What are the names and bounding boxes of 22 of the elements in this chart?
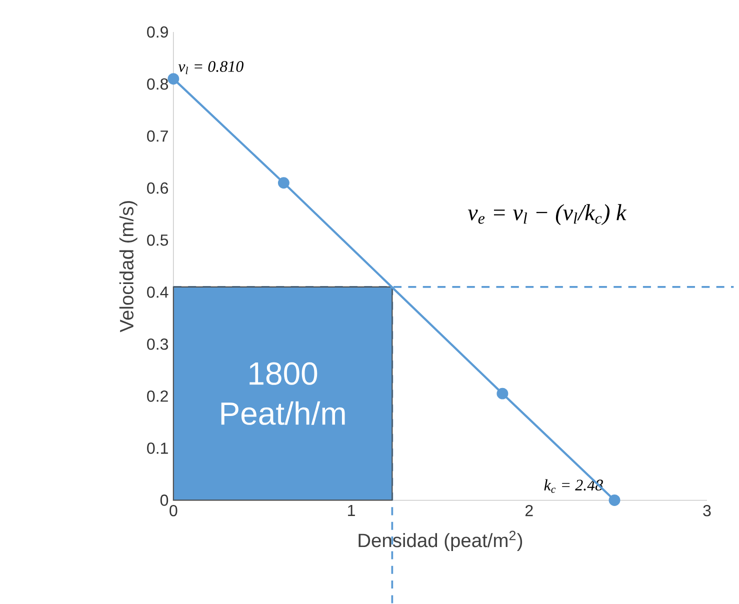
- y-tick-label: 0.9: [147, 26, 168, 38]
- point: [608, 494, 620, 506]
- text: v$_{e}$ = v$_{l}$ − (v$_{l}$/k$_{c}$) k: [468, 204, 627, 225]
- y-tick-label: 0.8: [147, 78, 168, 90]
- band-label: 1800 Peat/h/m: [221, 362, 345, 425]
- x-tick-label: 0: [170, 504, 178, 516]
- x-tick-label: 3: [703, 504, 711, 516]
- y-tick-label: 0.1: [147, 442, 168, 454]
- y-tick-label: 0.5: [147, 234, 168, 246]
- point: [496, 388, 508, 400]
- point: [278, 177, 290, 188]
- x-tick-label: 2: [525, 504, 533, 516]
- y-axis-title: Velocidad (m/s): [119, 201, 138, 332]
- y-tick-label: 0.4: [147, 286, 168, 298]
- annotation: v$_{l}$ = 0.810: [178, 60, 244, 74]
- y-tick-label: 0.2: [147, 390, 168, 402]
- point: [168, 72, 180, 84]
- y-tick-label: 0.3: [147, 338, 168, 350]
- y-tick-label: 0.7: [147, 130, 168, 142]
- y-tick-label: 0: [160, 494, 168, 506]
- y-tick-label: 0.6: [147, 182, 168, 194]
- x-tick-label: 1: [348, 504, 355, 516]
